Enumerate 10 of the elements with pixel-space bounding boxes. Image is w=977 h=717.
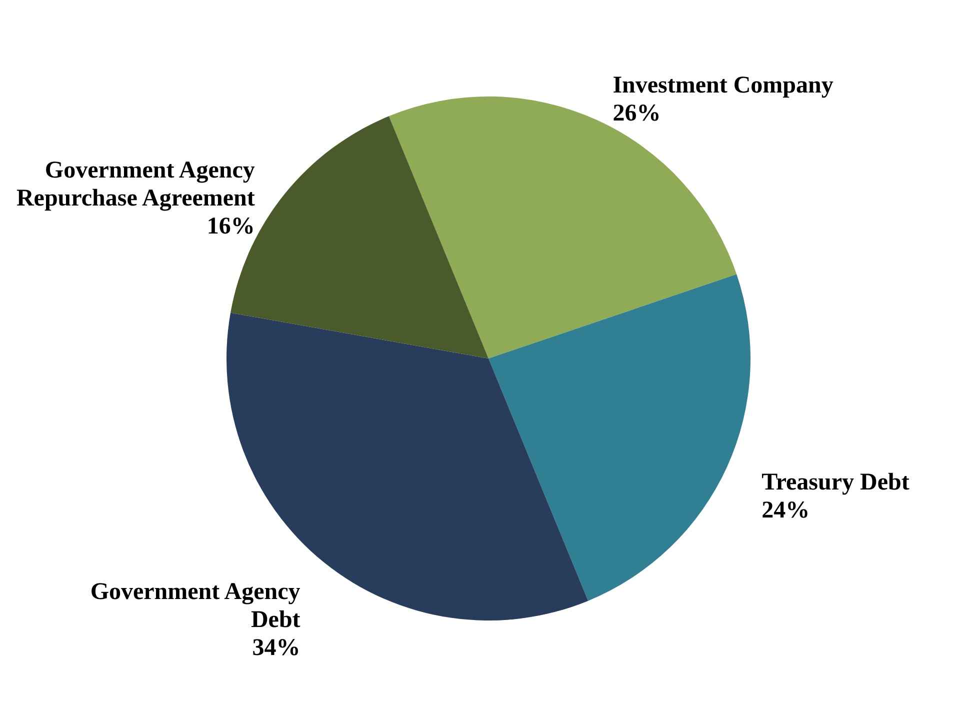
slice-label: Investment Company	[612, 72, 834, 98]
pie-slice	[388, 96, 737, 358]
slice-label: Treasury Debt	[762, 470, 910, 496]
pie-slice	[488, 274, 750, 601]
slice-label: Government Agency Repurchase Agreement	[16, 157, 255, 212]
slice-label: Government Agency Debt	[90, 579, 300, 634]
data-label: 24%	[762, 498, 810, 524]
data-label: 26%	[612, 100, 661, 126]
data-label: 34%	[252, 635, 300, 662]
data-label: 16%	[206, 213, 255, 240]
